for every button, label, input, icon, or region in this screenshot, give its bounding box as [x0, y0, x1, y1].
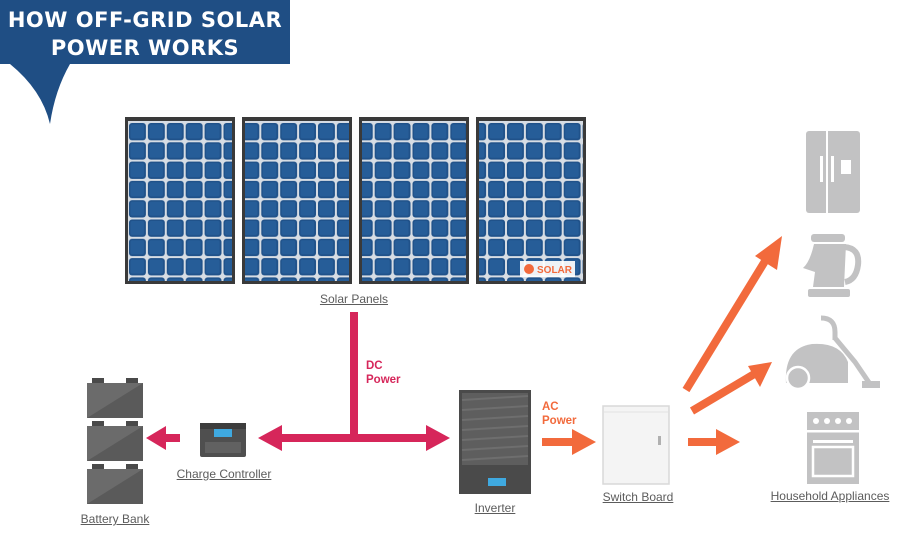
dc-power-label: DC Power	[366, 359, 401, 387]
ac-power-label: AC Power	[542, 400, 577, 428]
battery-icon	[87, 464, 143, 504]
dc-power-label-line-2: Power	[366, 374, 401, 386]
battery-icon	[87, 421, 143, 461]
fridge-icon	[806, 131, 860, 213]
oven-icon	[807, 412, 859, 484]
page-title-line-2: POWER WORKS	[50, 36, 240, 60]
arrow-to-oven	[716, 429, 740, 455]
battery-bank	[87, 378, 143, 504]
solar-panel-1	[125, 117, 235, 284]
inverter-icon	[459, 390, 531, 494]
arrow-to-vacuum	[748, 362, 772, 387]
page-title-line-1: HOW OFF-GRID SOLAR	[7, 8, 283, 32]
solar-panel-array: SOLAR	[125, 117, 586, 284]
arrow-to-kettle	[755, 236, 782, 270]
battery-icon	[87, 378, 143, 418]
title-banner: HOW OFF-GRID SOLAR POWER WORKS	[0, 0, 296, 125]
ac-power-arrows	[542, 236, 782, 455]
solar-panels-label: Solar Panels	[319, 292, 389, 306]
solar-panel-2	[242, 117, 352, 284]
charge-controller-icon	[200, 423, 246, 457]
arrow-to-switch-board	[572, 429, 596, 455]
arrow-to-battery-bank	[146, 426, 166, 450]
ac-power-label-line-2: Power	[542, 415, 577, 427]
charge-controller-label: Charge Controller	[176, 467, 272, 481]
dc-power-label-line-1: DC	[366, 360, 383, 372]
solar-panel-3	[359, 117, 469, 284]
solar-panel-4	[476, 117, 586, 284]
banner-shape	[0, 0, 290, 124]
solar-brand-logo: SOLAR	[520, 261, 575, 277]
household-appliances-label: Household Appliances	[770, 489, 890, 503]
ac-power-label-line-1: AC	[542, 401, 559, 413]
inverter-label: Inverter	[474, 501, 516, 515]
arrow-to-inverter	[426, 425, 450, 451]
arrow-to-charge-controller	[258, 425, 282, 451]
brand-text: SOLAR	[537, 265, 573, 276]
vacuum-cleaner-icon	[785, 315, 880, 391]
dc-power-lines	[146, 312, 450, 451]
switch-board-label: Switch Board	[602, 490, 674, 504]
kettle-icon	[803, 234, 862, 297]
battery-bank-label: Battery Bank	[80, 512, 150, 526]
switch-board-icon	[602, 405, 670, 485]
